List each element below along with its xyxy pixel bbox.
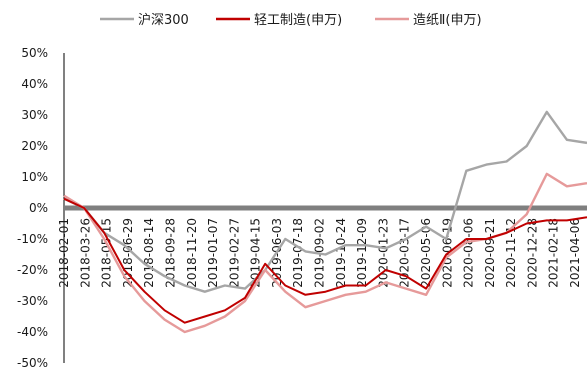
x-tick-label: 2020-11-12	[504, 218, 518, 288]
x-tick-label: 2019-01-07	[206, 218, 220, 288]
y-tick-label: -30%	[17, 294, 48, 308]
series-line-hs300	[63, 110, 587, 293]
y-tick-label: -50%	[17, 356, 48, 369]
x-tick-label: 2020-03-17	[398, 218, 412, 288]
x-tick-label: 2019-04-15	[249, 218, 263, 288]
x-tick-label: 2019-10-24	[334, 218, 348, 288]
x-tick-label: 2021-02-18	[547, 218, 561, 288]
x-tick-label: 2020-12-28	[525, 218, 539, 288]
x-tick-label: 2019-02-27	[227, 218, 241, 288]
legend: 沪深300 轻工制造(申万) 造纸Ⅱ(申万)	[100, 12, 482, 28]
x-tick-label: 2019-12-09	[355, 218, 369, 288]
legend-label-hs300: 沪深300	[138, 12, 189, 28]
x-tick-label: 2018-08-14	[142, 218, 156, 288]
x-axis: 2018-02-01 2018-03-26 2018-05-15 2018-06-29…	[57, 218, 582, 288]
x-tick-label: 2018-02-01	[57, 218, 71, 288]
series-layer	[63, 110, 587, 334]
y-tick-label: 0%	[29, 201, 48, 215]
y-tick-label: 20%	[21, 139, 48, 153]
y-tick-label: 10%	[21, 170, 48, 184]
y-tick-label: -20%	[17, 263, 48, 277]
x-tick-label: 2020-05-06	[419, 218, 433, 288]
x-tick-label: 2020-08-06	[462, 218, 476, 288]
x-tick-label: 2018-09-28	[163, 218, 177, 288]
x-tick-label: 2018-03-26	[78, 218, 92, 288]
x-tick-label: 2019-07-18	[291, 218, 305, 288]
x-tick-label: 2018-11-20	[185, 218, 199, 288]
y-tick-label: 30%	[21, 108, 48, 122]
series-line-light-industry	[63, 197, 587, 324]
x-tick-label: 2020-09-21	[483, 218, 497, 288]
y-tick-label: -10%	[17, 232, 48, 246]
x-tick-label: 2021-04-06	[568, 218, 582, 288]
y-tick-label: -40%	[17, 325, 48, 339]
y-tick-label: 50%	[21, 46, 48, 60]
x-tick-label: 2020-01-23	[376, 218, 390, 288]
y-axis: 50% 40% 30% 20% 10% 0% -10% -20% -30% -40% -50%	[17, 46, 65, 369]
legend-label-light-industry: 轻工制造(申万)	[254, 13, 342, 28]
y-tick-label: 40%	[21, 77, 48, 91]
legend-label-paper: 造纸Ⅱ(申万)	[413, 13, 482, 28]
